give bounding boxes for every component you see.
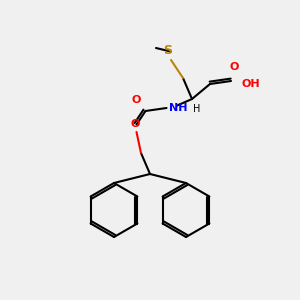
Text: NH: NH: [169, 103, 188, 113]
Text: OH: OH: [242, 79, 260, 89]
Text: O: O: [132, 95, 141, 105]
Text: O: O: [229, 62, 239, 72]
Text: O: O: [130, 119, 140, 129]
Text: H: H: [194, 103, 201, 113]
Text: S: S: [164, 44, 172, 57]
